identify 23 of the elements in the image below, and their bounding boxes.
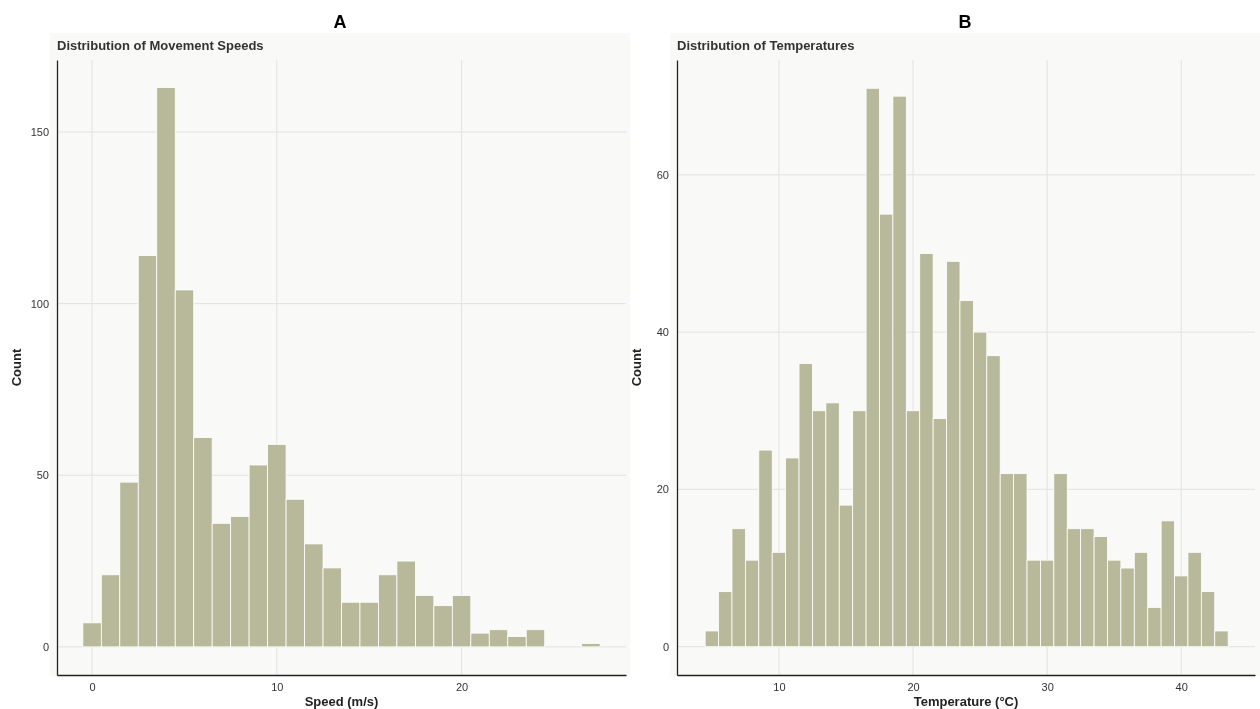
y-tick-label: 150 xyxy=(30,126,49,139)
y-tick-label: 0 xyxy=(42,640,49,653)
x-tick-label: 30 xyxy=(1041,680,1054,693)
x-axis-title: Speed (m/s) xyxy=(304,694,379,709)
x-tick-label: 20 xyxy=(907,680,920,693)
x-tick-label: 10 xyxy=(271,680,284,693)
y-axis-title: Count xyxy=(9,348,24,387)
x-tick-label: 10 xyxy=(773,680,786,693)
x-axis-title: Temperature (°C) xyxy=(913,694,1019,709)
y-tick-label: 60 xyxy=(656,168,669,181)
y-tick-label: 20 xyxy=(656,483,669,496)
y-tick-label: 50 xyxy=(36,469,49,482)
y-tick-label: 0 xyxy=(662,640,669,653)
x-tick-label: 0 xyxy=(89,680,96,693)
x-tick-label: 40 xyxy=(1175,680,1188,693)
x-tick-label: 20 xyxy=(455,680,469,693)
chart-subtitle: Distribution of Movement Speeds xyxy=(57,38,264,53)
y-tick-label: 100 xyxy=(30,297,49,310)
y-axis-title: Count xyxy=(629,348,644,387)
chart-subtitle: Distribution of Temperatures xyxy=(677,38,855,53)
chart-title: B xyxy=(958,12,972,32)
y-tick-label: 40 xyxy=(656,326,669,339)
chart-title: A xyxy=(333,12,347,32)
